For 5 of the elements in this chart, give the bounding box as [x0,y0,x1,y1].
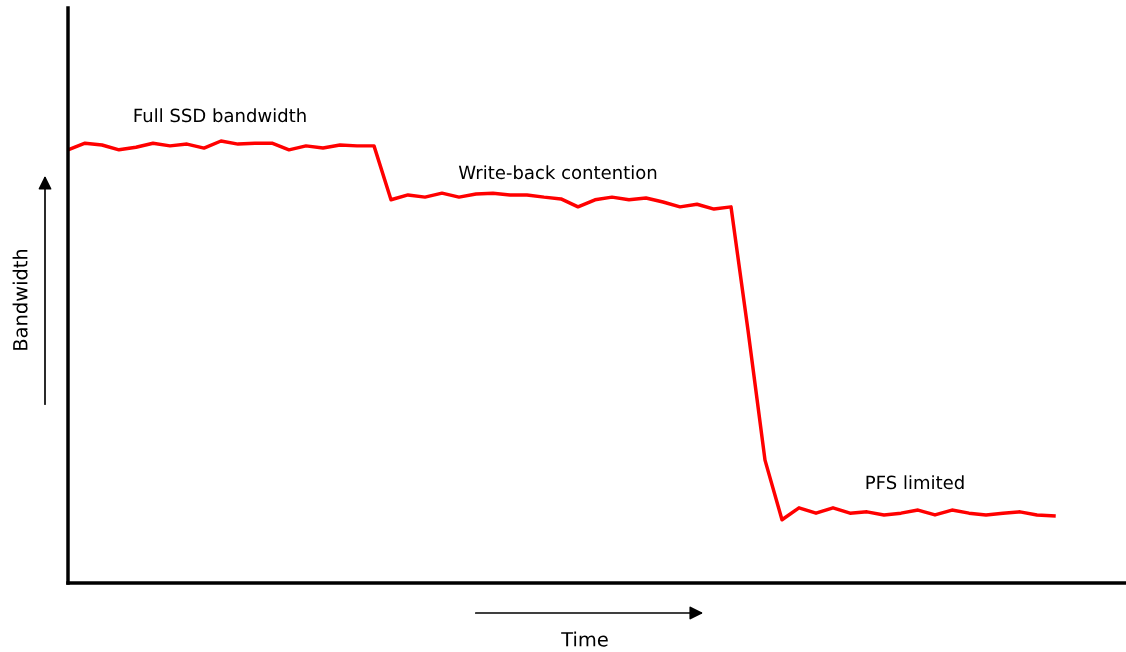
y-axis-title: Bandwidth [12,249,28,350]
annotation: PFS limited [866,475,964,490]
annotation: Write-back contention [458,165,657,180]
x-axis-title: Time [561,631,608,647]
text: Full SSD bandwidth [134,108,306,123]
